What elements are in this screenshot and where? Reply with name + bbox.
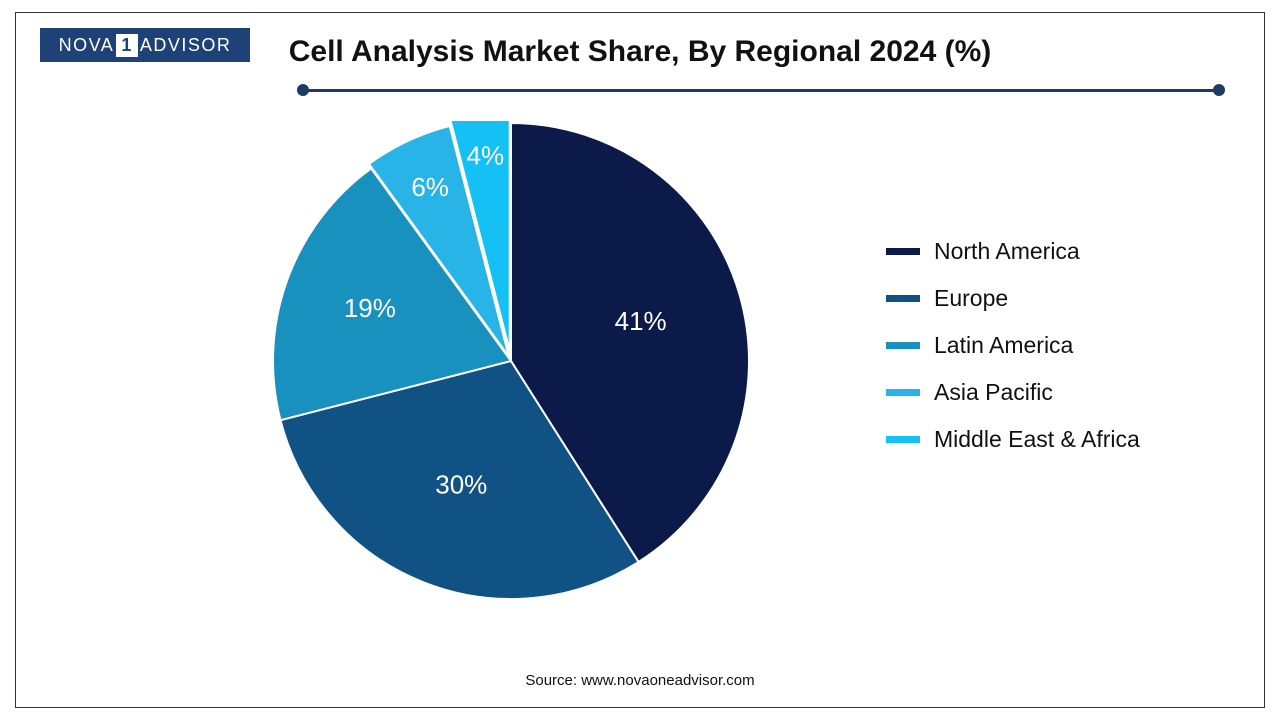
legend-swatch [886, 295, 920, 302]
legend-label: Middle East & Africa [934, 426, 1140, 453]
legend-item: Middle East & Africa [886, 426, 1226, 453]
chart-frame: NOVA 1 ADVISOR Cell Analysis Market Shar… [15, 12, 1265, 708]
legend-item: Europe [886, 285, 1226, 312]
source-text: Source: www.novaoneadvisor.com [16, 672, 1264, 689]
pie-slice-label: 19% [344, 293, 396, 323]
legend-swatch [886, 436, 920, 443]
chart-title: Cell Analysis Market Share, By Regional … [16, 35, 1264, 69]
legend-swatch [886, 248, 920, 255]
pie-chart: 41% 30% 19% 6% 4% [271, 121, 751, 601]
underline-line [301, 89, 1221, 92]
legend-item: Latin America [886, 332, 1226, 359]
legend-swatch [886, 389, 920, 396]
legend: North America Europe Latin America Asia Pac… [886, 238, 1226, 473]
title-underline [301, 85, 1221, 95]
legend-swatch [886, 342, 920, 349]
pie-svg: 41% 30% 19% 6% 4% [271, 121, 751, 601]
underline-dot-left [297, 84, 309, 96]
legend-label: Europe [934, 285, 1008, 312]
pie-slice-label: 41% [615, 306, 667, 336]
pie-slice-label: 30% [435, 469, 487, 499]
underline-dot-right [1213, 84, 1225, 96]
legend-item: Asia Pacific [886, 379, 1226, 406]
pie-slice-label: 4% [467, 140, 505, 170]
legend-label: Asia Pacific [934, 379, 1053, 406]
pie-slice-label: 6% [411, 172, 449, 202]
legend-label: North America [934, 238, 1080, 265]
legend-label: Latin America [934, 332, 1073, 359]
legend-item: North America [886, 238, 1226, 265]
